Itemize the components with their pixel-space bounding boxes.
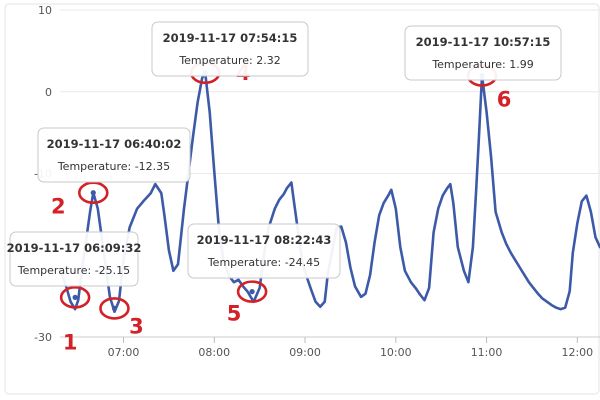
highlight-markers: 123456 [51, 61, 511, 355]
x-tick-label: 09:00 [289, 346, 321, 359]
x-tick-label: 08:00 [198, 346, 230, 359]
x-tick-label: 10:00 [380, 346, 412, 359]
marker-number: 1 [63, 330, 78, 354]
tooltip-value: Temperature: -24.45 [207, 256, 320, 269]
tooltip-datetime: 2019-11-17 06:40:02 [47, 137, 182, 151]
marker-number: 5 [227, 302, 242, 326]
data-point-marker [249, 289, 255, 295]
tooltip-box [187, 223, 341, 279]
tooltip-datetime: 2019-11-17 06:09:32 [7, 241, 142, 255]
y-tick-label: 10 [38, 4, 52, 17]
marker-number: 3 [129, 314, 144, 338]
tooltip-value: Temperature: -25.15 [17, 264, 130, 277]
y-tick-label: -30 [34, 331, 52, 344]
marker-number: 6 [497, 87, 512, 111]
chart-frame [4, 3, 600, 395]
tooltip-datetime: 2019-11-17 07:54:15 [163, 31, 298, 45]
tooltip-value: Temperature: -12.35 [57, 160, 170, 173]
x-tick-label: 11:00 [471, 346, 503, 359]
tooltip-1: 2019-11-17 06:09:32 Temperature: -25.15 [7, 231, 142, 287]
x-axis: 07:00 08:00 09:00 10:00 11:00 12:00 [60, 336, 600, 359]
tooltip-value: Temperature: 1.99 [431, 58, 533, 71]
x-tick-label: 12:00 [561, 346, 593, 359]
tooltip-value: Temperature: 2.32 [178, 54, 280, 67]
tooltip-box [404, 25, 562, 81]
tooltip-box [151, 21, 309, 77]
data-point-marker [72, 294, 78, 300]
highlight-circle [59, 286, 91, 309]
tooltip-datetime: 2019-11-17 08:22:43 [197, 233, 332, 247]
tooltip-datetime: 2019-11-17 10:57:15 [416, 35, 551, 49]
tooltip-box [37, 127, 191, 183]
marker-number: 2 [51, 195, 66, 219]
tooltip-box [9, 231, 139, 287]
highlight-circle [236, 280, 268, 303]
tooltip-4: 2019-11-17 07:54:15 Temperature: 2.32 [151, 21, 309, 77]
x-tick-label: 07:00 [108, 346, 140, 359]
data-point-marker [90, 190, 96, 196]
tooltip-6: 2019-11-17 10:57:15 Temperature: 1.99 [404, 25, 562, 81]
data-point-marker [111, 305, 118, 311]
highlight-circle [77, 181, 109, 205]
y-tick-label: 0 [45, 86, 52, 99]
tooltip-5: 2019-11-17 08:22:43 Temperature: -24.45 [187, 223, 341, 279]
tooltip-2: 2019-11-17 06:40:02 Temperature: -12.35 [37, 127, 191, 183]
highlight-circle [99, 297, 130, 320]
